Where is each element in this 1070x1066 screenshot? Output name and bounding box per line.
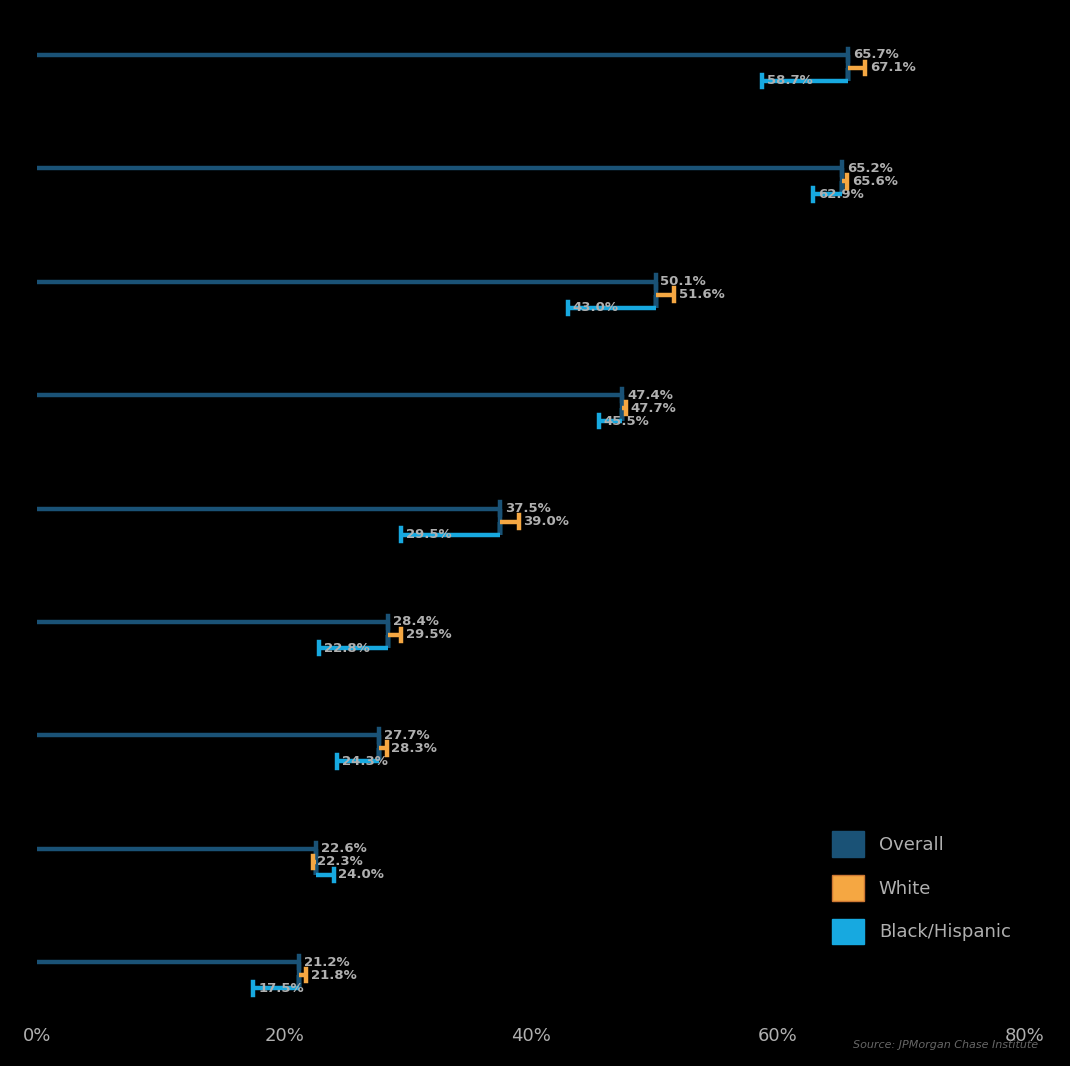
Text: 39.0%: 39.0% [523,515,569,528]
Text: 62.9%: 62.9% [819,188,865,200]
Text: 45.5%: 45.5% [603,415,649,427]
Text: 67.1%: 67.1% [870,62,916,75]
Text: 51.6%: 51.6% [679,288,724,302]
Text: 24.3%: 24.3% [342,755,388,768]
Text: 27.7%: 27.7% [384,729,430,742]
Text: 65.2%: 65.2% [846,162,892,175]
Text: 29.5%: 29.5% [407,629,452,642]
Text: 65.7%: 65.7% [853,48,899,62]
Text: 65.6%: 65.6% [852,175,898,188]
Text: 17.5%: 17.5% [258,982,304,995]
Text: 28.3%: 28.3% [392,742,438,755]
Text: 50.1%: 50.1% [660,275,706,288]
Text: Source: JPMorgan Chase Institute: Source: JPMorgan Chase Institute [853,1040,1038,1050]
Text: 28.4%: 28.4% [393,615,439,629]
Text: 22.8%: 22.8% [323,642,369,655]
Text: 47.4%: 47.4% [627,389,673,402]
Text: 21.2%: 21.2% [304,956,350,969]
Text: 22.3%: 22.3% [318,855,363,869]
Text: 21.8%: 21.8% [311,969,357,982]
Text: 37.5%: 37.5% [505,502,551,515]
Text: 22.6%: 22.6% [321,842,367,855]
Legend: Overall, White, Black/Hispanic: Overall, White, Black/Hispanic [823,822,1020,953]
Text: 47.7%: 47.7% [631,402,676,415]
Text: 43.0%: 43.0% [572,302,618,314]
Text: 58.7%: 58.7% [766,75,812,87]
Text: 24.0%: 24.0% [338,869,384,882]
Text: 29.5%: 29.5% [407,528,452,542]
